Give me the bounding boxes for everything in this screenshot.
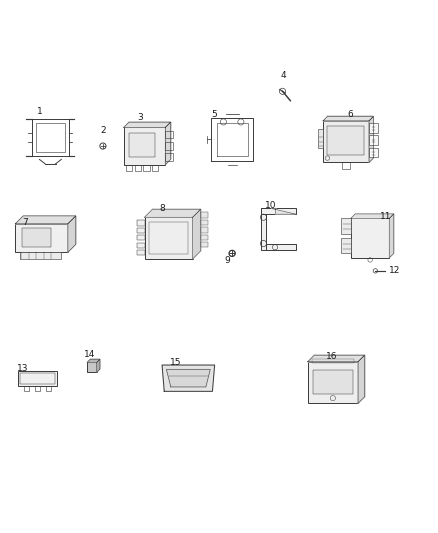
Bar	[87, 362, 97, 372]
Polygon shape	[307, 355, 364, 362]
Text: 7: 7	[22, 218, 28, 227]
Bar	[18, 370, 57, 386]
Bar	[166, 154, 173, 161]
Bar	[149, 222, 188, 254]
Polygon shape	[166, 122, 170, 165]
Bar	[152, 209, 201, 251]
Bar	[351, 219, 389, 258]
Bar	[24, 386, 29, 391]
Bar	[36, 123, 65, 151]
Bar	[369, 148, 378, 157]
Polygon shape	[369, 117, 373, 163]
Text: 13: 13	[17, 364, 28, 373]
Bar	[201, 227, 208, 232]
Bar	[129, 133, 155, 157]
Text: 1: 1	[36, 107, 42, 116]
Polygon shape	[216, 123, 248, 156]
Polygon shape	[166, 369, 210, 387]
Polygon shape	[162, 365, 215, 391]
Bar	[137, 220, 145, 225]
Bar	[318, 128, 323, 148]
Bar	[369, 135, 378, 145]
Text: 11: 11	[380, 212, 391, 221]
Bar	[137, 243, 145, 248]
Bar	[323, 121, 369, 163]
Text: 10: 10	[265, 201, 276, 209]
Text: 14: 14	[84, 350, 95, 359]
Polygon shape	[358, 355, 364, 403]
Bar	[166, 142, 173, 150]
Bar	[355, 214, 394, 253]
Bar	[266, 245, 296, 250]
Bar	[145, 217, 193, 259]
Text: 5: 5	[212, 110, 218, 118]
Bar	[20, 373, 55, 384]
Bar	[152, 165, 159, 171]
Bar	[126, 165, 132, 171]
Text: 2: 2	[100, 126, 106, 135]
Bar	[20, 252, 61, 259]
Bar	[342, 163, 350, 168]
Text: 6: 6	[347, 110, 353, 118]
Bar	[46, 386, 51, 391]
Bar	[307, 362, 358, 403]
Bar	[261, 208, 296, 214]
Bar	[261, 208, 266, 250]
Bar	[90, 359, 100, 369]
Text: 8: 8	[159, 204, 165, 213]
Polygon shape	[193, 209, 201, 259]
Polygon shape	[97, 359, 100, 372]
Bar	[201, 220, 208, 225]
Bar	[23, 216, 76, 245]
Text: 9: 9	[224, 256, 230, 265]
Bar	[201, 213, 208, 217]
Polygon shape	[15, 216, 76, 224]
Bar	[341, 238, 351, 253]
Bar	[124, 127, 166, 165]
Polygon shape	[351, 214, 394, 219]
Polygon shape	[87, 359, 100, 362]
Text: 4: 4	[281, 71, 286, 80]
Text: 12: 12	[389, 266, 400, 276]
Bar	[312, 359, 353, 362]
Polygon shape	[389, 214, 394, 258]
Bar	[166, 131, 173, 139]
Bar	[328, 126, 364, 155]
Bar	[137, 235, 145, 240]
Bar	[201, 242, 208, 247]
Bar	[22, 228, 51, 247]
Bar	[314, 355, 364, 397]
Bar	[137, 228, 145, 233]
Bar	[15, 224, 68, 252]
Bar	[341, 219, 351, 233]
Polygon shape	[124, 122, 170, 127]
Bar	[135, 165, 141, 171]
Text: 16: 16	[326, 352, 338, 361]
Bar	[201, 235, 208, 240]
Text: 3: 3	[137, 113, 143, 122]
Bar	[313, 370, 353, 394]
Bar	[35, 386, 40, 391]
Bar	[137, 250, 145, 255]
Bar	[328, 117, 373, 158]
Text: 15: 15	[170, 358, 182, 367]
Bar	[129, 122, 171, 159]
Polygon shape	[145, 209, 201, 217]
Polygon shape	[271, 208, 296, 214]
Bar	[143, 165, 149, 171]
Polygon shape	[68, 216, 76, 252]
Bar	[369, 123, 378, 133]
Polygon shape	[323, 117, 373, 121]
